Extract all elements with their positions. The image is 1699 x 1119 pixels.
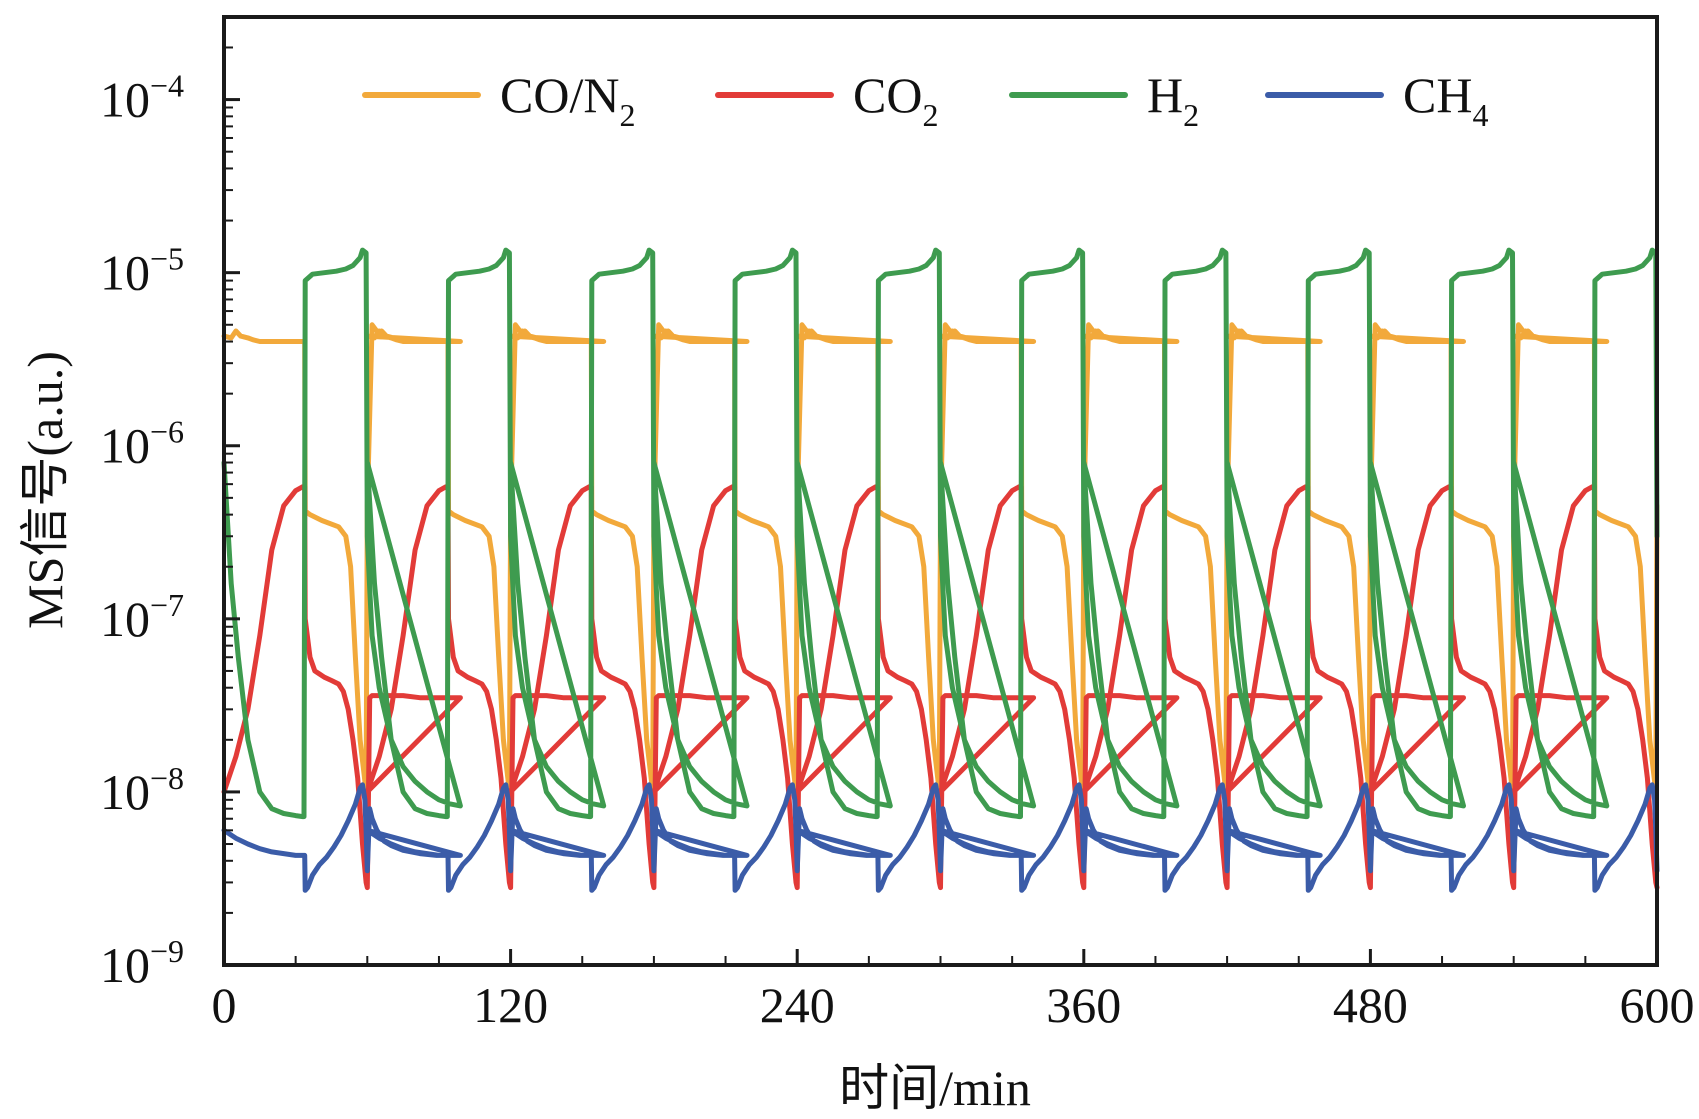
y-axis-title: MS信号(a.u.) xyxy=(17,351,73,629)
y-tick-label: 10−8 xyxy=(100,760,184,820)
y-tick-label: 10−6 xyxy=(100,414,184,474)
y-tick-labels: 10−9 10−8 10−7 10−6 10−5 10−4 xyxy=(100,68,184,993)
y-tick-label: 10−4 xyxy=(100,68,184,128)
y-tick-label: 10−7 xyxy=(100,587,184,647)
y-tick-label: 10−5 xyxy=(100,241,184,301)
x-tick-label: 600 xyxy=(1620,977,1695,1033)
series-line-4 xyxy=(221,782,1660,893)
series-line-3 xyxy=(221,247,1660,820)
axis-ticks xyxy=(222,46,1659,967)
x-tick-labels: 0 120 240 360 480 600 xyxy=(212,977,1695,1033)
x-tick-label: 240 xyxy=(760,977,835,1033)
x-axis-title: 时间/min xyxy=(839,1060,1031,1116)
x-tick-label: 360 xyxy=(1046,977,1121,1033)
series-layer xyxy=(221,247,1660,893)
x-tick-label: 480 xyxy=(1333,977,1408,1033)
legend-label: H2 xyxy=(1147,67,1199,133)
y-tick-label: 10−9 xyxy=(100,933,184,993)
legend-label: CO/N2 xyxy=(500,67,635,133)
series-line-1 xyxy=(221,322,1660,795)
x-tick-label: 0 xyxy=(212,977,237,1033)
legend-label: CO2 xyxy=(853,67,938,133)
legend: CO/N2 CO2 H2 CH4 xyxy=(362,67,1488,133)
x-tick-label: 120 xyxy=(473,977,548,1033)
legend-label: CH4 xyxy=(1403,67,1488,133)
